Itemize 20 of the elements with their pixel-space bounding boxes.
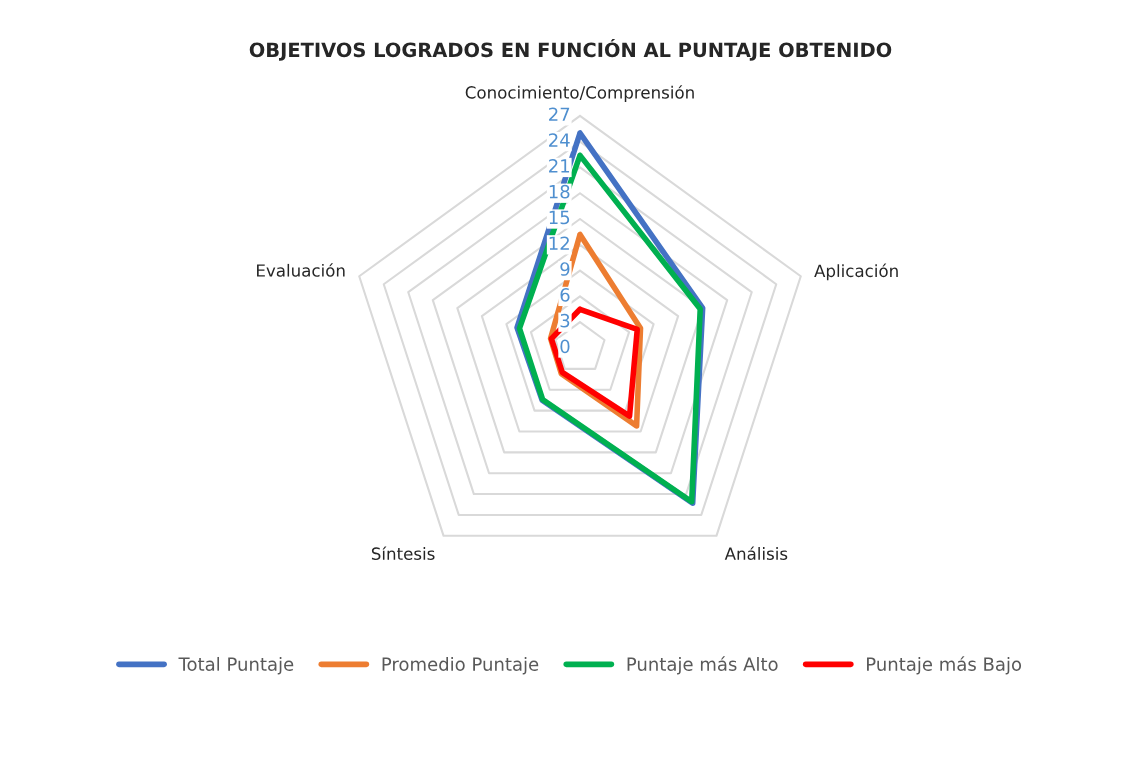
y-tick-label: 3 — [560, 313, 570, 328]
y-tick-label: 24 — [549, 133, 570, 147]
spoke-label: Conocimiento/Comprensión — [465, 85, 694, 102]
y-tick-label: 15 — [549, 210, 570, 225]
spoke-label: Síntesis — [371, 546, 435, 560]
y-tick-label: 0 — [560, 339, 570, 354]
y-tick-label: 21 — [549, 159, 570, 173]
y-tick-label: 12 — [549, 236, 569, 250]
legend-label: Total Puntaje — [178, 656, 294, 675]
y-tick-label: 6 — [560, 287, 570, 302]
legend-label: Puntaje más Alto — [627, 656, 778, 675]
y-tick-label: 18 — [549, 184, 570, 199]
spoke-label: Análisis — [724, 546, 788, 560]
y-tick-label: 27 — [549, 107, 570, 121]
spoke-label: Evaluación — [257, 263, 345, 277]
legend-label: Puntaje más Bajo — [867, 656, 1022, 675]
chart-title: OBJETIVOS LOGRADOS EN FUNCIÓN AL PUNTAJE OBTENIDO — [249, 38, 892, 61]
spoke-label: Aplicación — [814, 263, 898, 281]
y-tick-label: 9 — [560, 262, 570, 276]
legend-label: Promedio Puntaje — [382, 656, 539, 675]
